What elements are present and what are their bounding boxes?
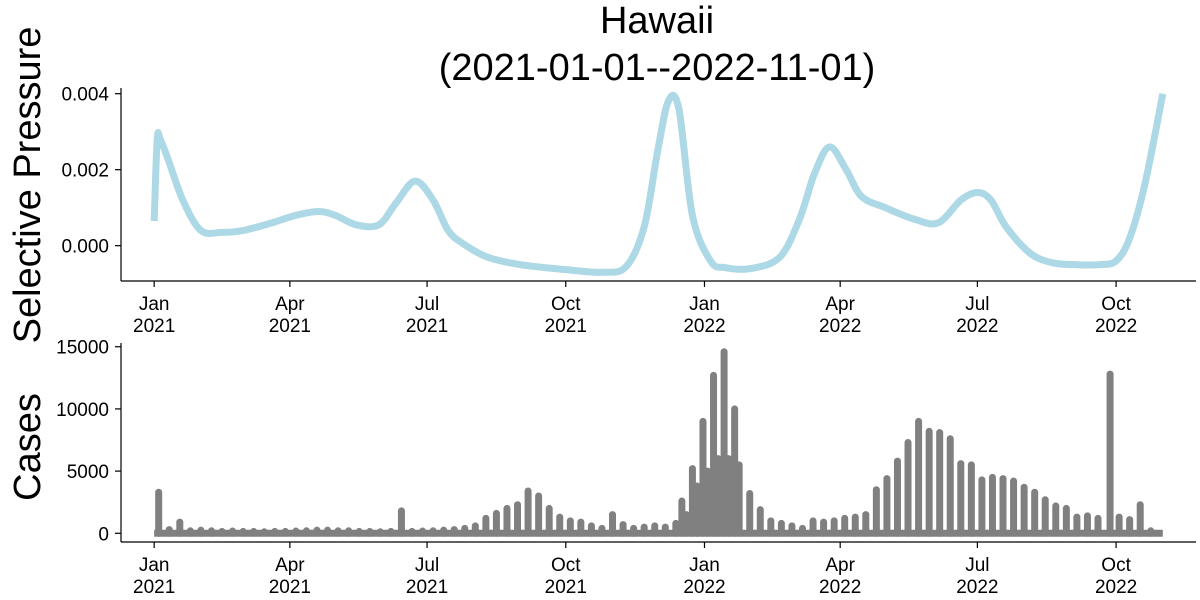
top-xtick-year: 2021 [269, 316, 311, 337]
bottom-xtick-month: Jan [139, 555, 170, 576]
bottom-xtick-month: Jul [415, 555, 439, 576]
top-ytick-label: 0.004 [61, 85, 109, 106]
top-xtick-month: Jan [139, 294, 170, 315]
top-xtick-year: 2022 [683, 316, 725, 337]
bottom-xtick-month: Apr [275, 555, 305, 576]
top-xtick-month: Jan [689, 294, 720, 315]
bottom-y-axis-label: Cases [7, 393, 49, 501]
selective-pressure-line [150, 91, 1167, 276]
bottom-ytick-label: 10000 [56, 400, 109, 421]
top-xtick-month: Apr [275, 294, 305, 315]
top-x-ticks: Jan2021Apr2021Jul2021Oct2021Jan2022Apr20… [133, 281, 1137, 337]
top-y-axis-label: Selective Pressure [7, 27, 49, 344]
bottom-ytick-label: 0 [98, 524, 109, 545]
top-xtick-month: Oct [551, 294, 581, 315]
bottom-xtick-month: Oct [551, 555, 581, 576]
bottom-ytick-label: 15000 [56, 338, 109, 359]
top-xtick-month: Apr [825, 294, 855, 315]
bottom-xtick-year: 2021 [133, 577, 175, 598]
top-xtick-year: 2022 [1095, 316, 1137, 337]
top-xtick-year: 2022 [819, 316, 861, 337]
top-xtick-year: 2021 [545, 316, 587, 337]
bottom-xtick-year: 2022 [683, 577, 725, 598]
top-ytick-label: 0.000 [61, 237, 109, 258]
bottom-xtick-year: 2021 [545, 577, 587, 598]
bottom-xtick-year: 2022 [819, 577, 861, 598]
chart-title-line1: Hawaii [600, 0, 714, 42]
bottom-xtick-year: 2021 [406, 577, 448, 598]
bottom-xtick-year: 2021 [269, 577, 311, 598]
top-xtick-month: Jul [965, 294, 989, 315]
top-xtick-year: 2021 [406, 316, 448, 337]
chart-title-line2: (2021-01-01--2022-11-01) [439, 47, 876, 89]
top-xtick-year: 2021 [133, 316, 175, 337]
bottom-x-ticks: Jan2021Apr2021Jul2021Oct2021Jan2022Apr20… [133, 542, 1137, 598]
top-ytick-label: 0.002 [61, 161, 109, 182]
bottom-xtick-month: Oct [1101, 555, 1131, 576]
bottom-xtick-month: Jul [965, 555, 989, 576]
cases-spikes [155, 348, 1155, 537]
top-y-ticks: 0.000 0.002 0.004 [61, 85, 121, 258]
bottom-xtick-month: Jan [689, 555, 720, 576]
bottom-xtick-month: Apr [825, 555, 855, 576]
top-xtick-month: Oct [1101, 294, 1131, 315]
bottom-y-ticks: 0 5000 10000 15000 [56, 338, 121, 545]
top-xtick-month: Jul [415, 294, 439, 315]
bottom-ytick-label: 5000 [67, 462, 109, 483]
bottom-xtick-year: 2022 [956, 577, 998, 598]
bottom-xtick-year: 2022 [1095, 577, 1137, 598]
top-xtick-year: 2022 [956, 316, 998, 337]
